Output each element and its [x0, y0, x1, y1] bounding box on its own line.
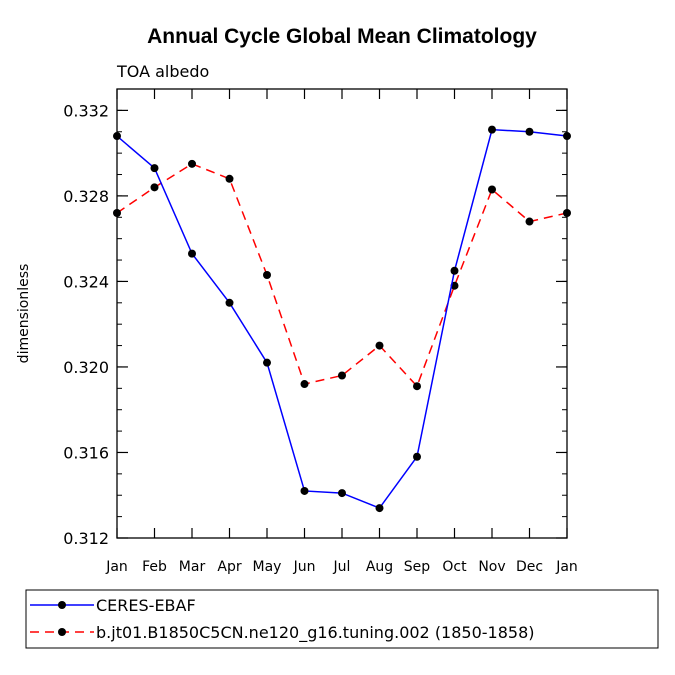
series-0-point [413, 452, 421, 461]
x-tick-label: Jan [105, 559, 128, 575]
series-0-point [150, 164, 159, 173]
legend-label-model: b.jt01.B1850C5CN.ne120_g16.tuning.002 (1… [96, 623, 535, 643]
x-tick-label: Apr [217, 559, 241, 575]
plot-frame [116, 88, 568, 539]
series-1-point [225, 174, 234, 183]
series-1-point [150, 183, 159, 192]
series-0-point [188, 249, 196, 258]
series-1-point [188, 159, 196, 168]
series-1-point [338, 371, 346, 380]
series-1-point [300, 380, 309, 389]
series-0-point [338, 489, 346, 498]
ticks-layer: 0.312 0.316 0.320 0.324 0.328 0.332 Jan Feb Mar A… [63, 88, 578, 575]
series-1-point [263, 271, 271, 280]
y-tick-label: 0.332 [63, 101, 109, 120]
series-0-point [525, 127, 534, 136]
x-tick-label: Aug [366, 559, 393, 575]
legend-marker-1 [58, 628, 66, 636]
legend-box [25, 589, 659, 649]
series-line-0 [116, 128, 568, 509]
chart-subtitle: TOA albedo [116, 62, 209, 81]
series-0-point [263, 358, 271, 367]
x-tick-label: Jul [333, 559, 351, 575]
series-0-point [450, 266, 459, 275]
x-tick-label: Dec [516, 559, 543, 575]
series-0-point [300, 486, 309, 495]
legend: CERES-EBAF b.jt01.B1850C5CN.ne120_g16.tu… [25, 589, 659, 649]
y-tick-label: 0.316 [63, 443, 109, 462]
series-0-point [375, 504, 384, 513]
x-tick-label: Jan [555, 559, 578, 575]
x-tick-label: Mar [179, 559, 206, 575]
y-tick-label: 0.324 [63, 272, 109, 291]
legend-marker-0 [58, 601, 66, 609]
y-tick-label: 0.328 [63, 187, 109, 206]
y-axis-label: dimensionless [16, 264, 32, 364]
series-0-point [488, 125, 496, 134]
x-tick-label: Sep [404, 559, 431, 575]
x-tick-label: Feb [142, 559, 167, 575]
series-1-point [375, 341, 384, 350]
x-tick-label: Oct [442, 559, 467, 575]
x-tick-label: Nov [478, 559, 505, 575]
series-line-1 [116, 162, 568, 388]
y-tick-label: 0.320 [63, 358, 109, 377]
x-tick-label: May [253, 559, 282, 575]
x-tick-label: Jun [293, 559, 316, 575]
series-1-point [488, 185, 496, 194]
series-layer [113, 125, 571, 513]
series-0-point [225, 298, 234, 307]
legend-label-ceres: CERES-EBAF [96, 596, 196, 615]
chart-title: Annual Cycle Global Mean Climatology [147, 25, 537, 48]
y-tick-label: 0.312 [63, 529, 109, 548]
series-1-point [413, 382, 421, 391]
series-1-point [525, 217, 534, 226]
